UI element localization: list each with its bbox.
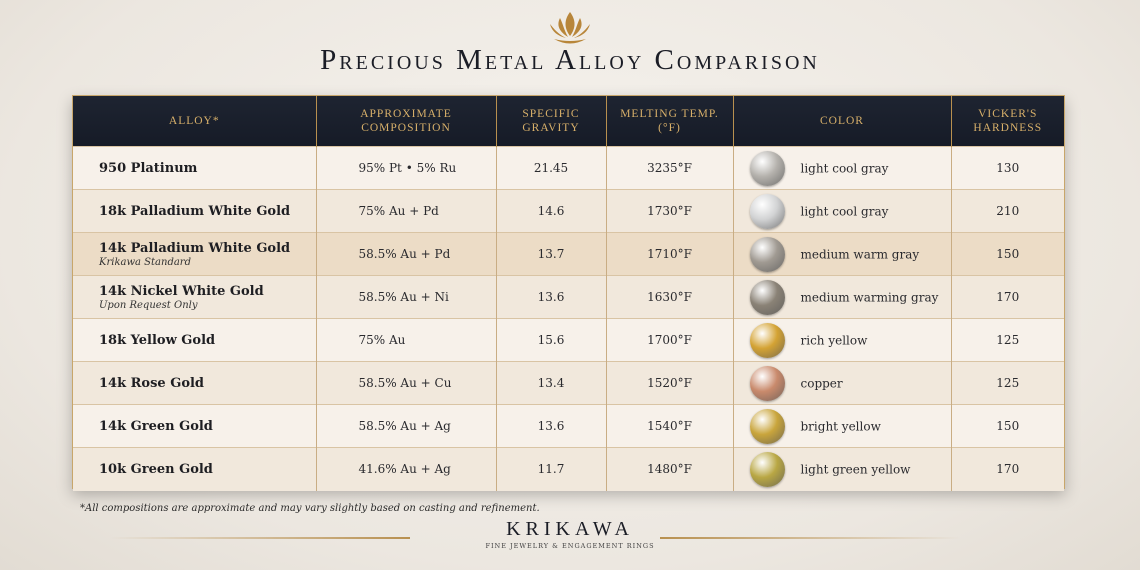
cell-hardness: 170 bbox=[951, 447, 1064, 491]
cell-composition: 95% Pt • 5% Ru bbox=[316, 146, 497, 190]
cell-gravity: 15.6 bbox=[496, 318, 607, 362]
table-header-row: ALLOY* APPROXIMATE COMPOSITION SPECIFIC GR… bbox=[73, 96, 1064, 147]
color-swatch bbox=[749, 150, 785, 186]
alloy-name: 14k Nickel White Gold bbox=[99, 283, 264, 299]
column-header-alloy: ALLOY* bbox=[73, 96, 317, 147]
cell-melting: 1480°F bbox=[606, 447, 734, 491]
table-row: 950 Platinum 95% Pt • 5% Ru 21.45 3235°F lig… bbox=[73, 146, 1064, 190]
color-swatch bbox=[749, 236, 785, 272]
cell-color: medium warm gray bbox=[733, 232, 952, 276]
color-label: medium warming gray bbox=[800, 290, 939, 304]
cell-color: rich yellow bbox=[733, 318, 952, 362]
table-row: 18k Yellow Gold 75% Au 15.6 1700°F rich yell… bbox=[73, 318, 1064, 362]
cell-gravity: 13.4 bbox=[496, 361, 607, 405]
divider-left bbox=[110, 537, 410, 539]
cell-composition: 75% Au bbox=[316, 318, 497, 362]
brand-name: KRIKAWA bbox=[506, 518, 634, 540]
cell-composition: 58.5% Au + Cu bbox=[316, 361, 497, 405]
cell-alloy: 10k Green Gold bbox=[73, 447, 317, 491]
cell-composition: 41.6% Au + Ag bbox=[316, 447, 497, 491]
cell-melting: 1710°F bbox=[606, 232, 734, 276]
cell-alloy: 14k Palladium White Gold Krikawa Standard bbox=[73, 232, 317, 276]
color-label: copper bbox=[800, 376, 843, 390]
cell-composition: 58.5% Au + Pd bbox=[316, 232, 497, 276]
cell-color: light cool gray bbox=[733, 146, 952, 190]
alloy-note: Upon Request Only bbox=[99, 299, 198, 311]
table-row: 18k Palladium White Gold 75% Au + Pd 14.6 1… bbox=[73, 189, 1064, 233]
cell-composition: 75% Au + Pd bbox=[316, 189, 497, 233]
cell-alloy: 14k Nickel White Gold Upon Request Only bbox=[73, 275, 317, 319]
cell-gravity: 21.45 bbox=[496, 146, 607, 190]
alloy-name: 18k Palladium White Gold bbox=[99, 203, 291, 219]
footnote: *All compositions are approximate and ma… bbox=[80, 503, 540, 514]
column-header-melting: MELTING TEMP. (°F) bbox=[606, 96, 734, 147]
color-swatch bbox=[749, 365, 785, 401]
cell-melting: 1540°F bbox=[606, 404, 734, 448]
color-swatch bbox=[749, 193, 785, 229]
alloy-name: 14k Green Gold bbox=[99, 418, 213, 434]
color-swatch bbox=[749, 408, 785, 444]
table-row: 14k Nickel White Gold Upon Request Only 58… bbox=[73, 275, 1064, 319]
page-title: Precious Metal Alloy Comparison bbox=[320, 44, 820, 76]
alloy-name: 14k Rose Gold bbox=[99, 375, 205, 391]
color-label: medium warm gray bbox=[800, 247, 920, 261]
color-label: light green yellow bbox=[800, 462, 911, 477]
cell-melting: 3235°F bbox=[606, 146, 734, 190]
table-row: 14k Green Gold 58.5% Au + Ag 13.6 1540°F bri… bbox=[73, 404, 1064, 448]
alloy-name: 14k Palladium White Gold bbox=[99, 240, 291, 256]
cell-color: medium warming gray bbox=[733, 275, 952, 319]
color-label: light cool gray bbox=[800, 204, 889, 218]
cell-gravity: 11.7 bbox=[496, 447, 607, 491]
alloy-name: 950 Platinum bbox=[99, 160, 198, 176]
alloy-comparison-table: ALLOY* APPROXIMATE COMPOSITION SPECIFIC GR… bbox=[72, 95, 1065, 491]
table-row: 14k Palladium White Gold Krikawa Standard… bbox=[73, 232, 1064, 276]
cell-hardness: 150 bbox=[951, 404, 1064, 448]
color-swatch bbox=[749, 279, 785, 315]
cell-gravity: 13.6 bbox=[496, 275, 607, 319]
cell-alloy: 14k Rose Gold bbox=[73, 361, 317, 405]
color-swatch bbox=[749, 451, 785, 487]
cell-hardness: 150 bbox=[951, 232, 1064, 276]
table-row: 10k Green Gold 41.6% Au + Ag 11.7 1480°F lig… bbox=[73, 447, 1064, 491]
cell-hardness: 125 bbox=[951, 318, 1064, 362]
cell-alloy: 18k Palladium White Gold bbox=[73, 189, 317, 233]
column-header-gravity: SPECIFIC GRAVITY bbox=[496, 96, 607, 147]
table-row: 14k Rose Gold 58.5% Au + Cu 13.4 1520°F copp… bbox=[73, 361, 1064, 405]
cell-hardness: 210 bbox=[951, 189, 1064, 233]
cell-gravity: 13.6 bbox=[496, 404, 607, 448]
cell-hardness: 125 bbox=[951, 361, 1064, 405]
cell-color: light cool gray bbox=[733, 189, 952, 233]
cell-alloy: 18k Yellow Gold bbox=[73, 318, 317, 362]
cell-color: copper bbox=[733, 361, 952, 405]
cell-composition: 58.5% Au + Ag bbox=[316, 404, 497, 448]
cell-melting: 1700°F bbox=[606, 318, 734, 362]
alloy-name: 18k Yellow Gold bbox=[99, 332, 216, 348]
cell-color: light green yellow bbox=[733, 447, 952, 491]
cell-melting: 1730°F bbox=[606, 189, 734, 233]
cell-hardness: 130 bbox=[951, 146, 1064, 190]
cell-gravity: 13.7 bbox=[496, 232, 607, 276]
cell-alloy: 14k Green Gold bbox=[73, 404, 317, 448]
column-header-color: COLOR bbox=[733, 96, 952, 147]
column-header-composition: APPROXIMATE COMPOSITION bbox=[316, 96, 497, 147]
cell-composition: 58.5% Au + Ni bbox=[316, 275, 497, 319]
cell-hardness: 170 bbox=[951, 275, 1064, 319]
cell-color: bright yellow bbox=[733, 404, 952, 448]
cell-alloy: 950 Platinum bbox=[73, 146, 317, 190]
column-header-hardness: VICKER'S HARDNESS bbox=[951, 96, 1064, 147]
color-label: rich yellow bbox=[800, 333, 868, 347]
color-label: bright yellow bbox=[800, 419, 881, 433]
alloy-note: Krikawa Standard bbox=[99, 256, 191, 268]
color-swatch bbox=[749, 322, 785, 358]
lotus-icon bbox=[550, 12, 590, 44]
brand-tagline: FINE JEWELRY & ENGAGEMENT RINGS bbox=[485, 542, 655, 550]
cell-melting: 1520°F bbox=[606, 361, 734, 405]
cell-melting: 1630°F bbox=[606, 275, 734, 319]
alloy-name: 10k Green Gold bbox=[99, 461, 213, 477]
color-label: light cool gray bbox=[800, 161, 889, 175]
cell-gravity: 14.6 bbox=[496, 189, 607, 233]
